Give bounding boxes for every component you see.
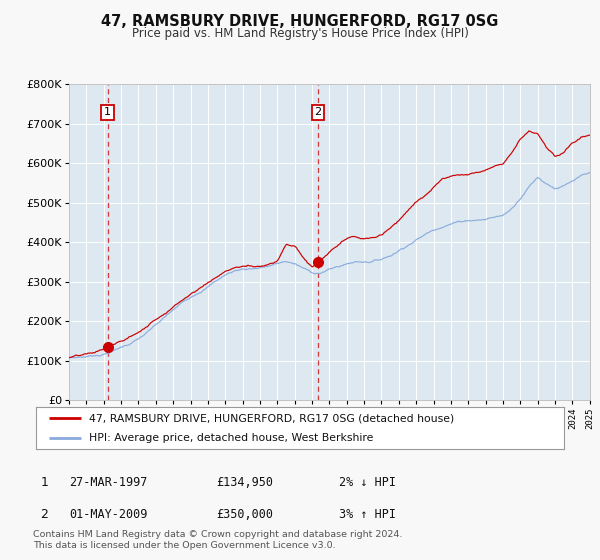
Text: 2: 2 xyxy=(40,507,49,521)
Text: This data is licensed under the Open Government Licence v3.0.: This data is licensed under the Open Gov… xyxy=(33,541,335,550)
Text: HPI: Average price, detached house, West Berkshire: HPI: Average price, detached house, West… xyxy=(89,433,373,443)
Text: 47, RAMSBURY DRIVE, HUNGERFORD, RG17 0SG: 47, RAMSBURY DRIVE, HUNGERFORD, RG17 0SG xyxy=(101,14,499,29)
Text: 47, RAMSBURY DRIVE, HUNGERFORD, RG17 0SG (detached house): 47, RAMSBURY DRIVE, HUNGERFORD, RG17 0SG… xyxy=(89,413,454,423)
Text: 2% ↓ HPI: 2% ↓ HPI xyxy=(339,476,396,489)
Text: 3% ↑ HPI: 3% ↑ HPI xyxy=(339,507,396,521)
Text: 1: 1 xyxy=(40,476,49,489)
Text: £350,000: £350,000 xyxy=(216,507,273,521)
Text: 2: 2 xyxy=(314,108,322,118)
Text: 27-MAR-1997: 27-MAR-1997 xyxy=(69,476,148,489)
Text: Price paid vs. HM Land Registry's House Price Index (HPI): Price paid vs. HM Land Registry's House … xyxy=(131,27,469,40)
Text: 01-MAY-2009: 01-MAY-2009 xyxy=(69,507,148,521)
Text: £134,950: £134,950 xyxy=(216,476,273,489)
Text: 1: 1 xyxy=(104,108,111,118)
Text: Contains HM Land Registry data © Crown copyright and database right 2024.: Contains HM Land Registry data © Crown c… xyxy=(33,530,403,539)
